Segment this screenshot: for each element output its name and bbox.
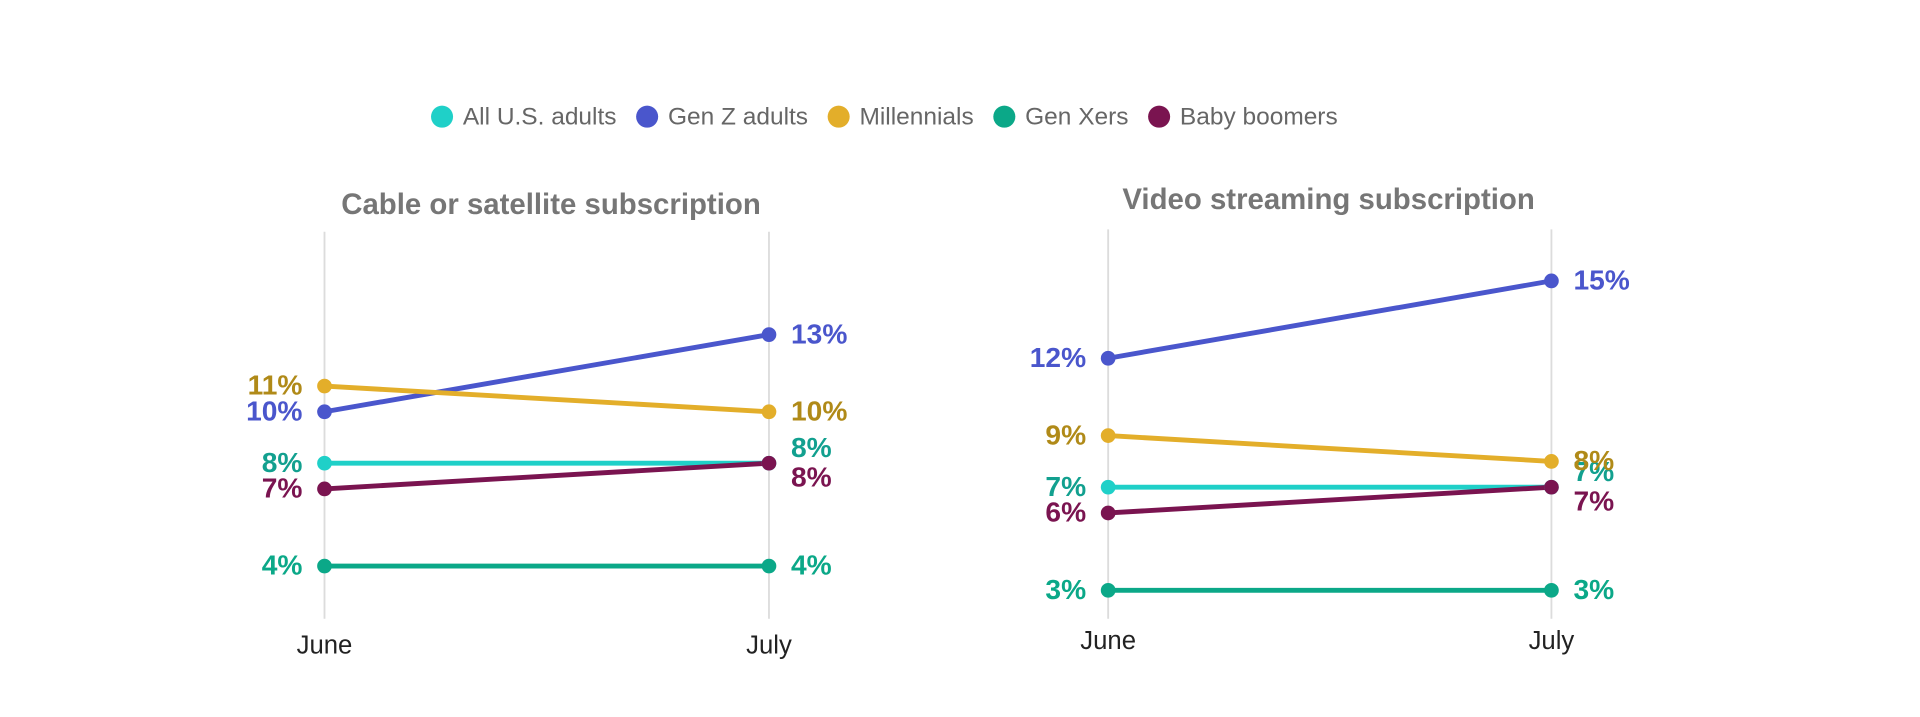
data-point	[317, 481, 332, 497]
series-line	[1108, 484, 1552, 516]
value-label: 6%	[1045, 497, 1086, 528]
series-line	[324, 332, 770, 415]
value-label: 7%	[1573, 456, 1614, 487]
value-label: 10%	[791, 395, 847, 426]
data-point	[1544, 273, 1559, 289]
data-point	[1100, 479, 1116, 495]
data-point	[761, 404, 777, 420]
chart-title: Video streaming subscription	[1122, 183, 1534, 216]
data-point	[317, 455, 332, 471]
legend-marker	[993, 105, 1016, 128]
value-label: 8%	[1573, 445, 1614, 476]
series-line	[1107, 278, 1552, 361]
value-label: 3%	[1573, 574, 1614, 605]
data-point	[1544, 582, 1559, 598]
value-label: 11%	[248, 370, 303, 401]
value-label: 13%	[791, 318, 847, 349]
legend-label: Baby boomers	[1180, 103, 1338, 130]
value-label: 8%	[262, 447, 303, 478]
value-label: 7%	[1573, 486, 1614, 517]
data-point	[317, 404, 332, 420]
x-tick-label: June	[1080, 627, 1136, 655]
value-label: 4%	[791, 550, 832, 581]
value-label: 12%	[1030, 342, 1086, 373]
value-label: 15%	[1573, 265, 1629, 296]
value-label: 7%	[262, 473, 303, 504]
data-point	[1544, 454, 1559, 469]
data-point	[1100, 505, 1116, 521]
value-label: 8%	[791, 432, 832, 463]
value-label: 10%	[246, 395, 302, 426]
data-point	[317, 378, 332, 394]
value-label: 9%	[1045, 419, 1086, 450]
legend-label: Millennials	[859, 103, 973, 130]
legend-marker	[431, 105, 454, 128]
value-label: 3%	[1045, 574, 1086, 605]
data-point	[1100, 582, 1116, 598]
x-tick-label: June	[297, 632, 353, 660]
legend-label: Gen Xers	[1025, 103, 1128, 130]
data-point	[1100, 350, 1116, 366]
series-line	[324, 460, 770, 492]
value-label: 8%	[791, 462, 832, 493]
value-label: 4%	[262, 550, 303, 581]
series-line	[324, 383, 770, 415]
data-point	[1544, 479, 1559, 495]
legend-label: All U.S. adults	[463, 103, 617, 130]
x-tick-label: July	[1529, 627, 1575, 655]
value-label: 7%	[1045, 471, 1086, 502]
legend-marker	[636, 105, 659, 128]
data-point	[761, 327, 777, 342]
x-tick-label: July	[746, 632, 792, 660]
chart-title: Cable or satellite subscription	[341, 188, 761, 221]
series-line	[1108, 433, 1552, 464]
legend-marker	[827, 105, 850, 128]
data-point	[761, 558, 777, 574]
legend-marker	[1148, 105, 1171, 128]
data-point	[761, 455, 777, 471]
data-point	[1100, 428, 1116, 443]
legend-label: Gen Z adults	[668, 103, 808, 130]
data-point	[317, 558, 332, 574]
